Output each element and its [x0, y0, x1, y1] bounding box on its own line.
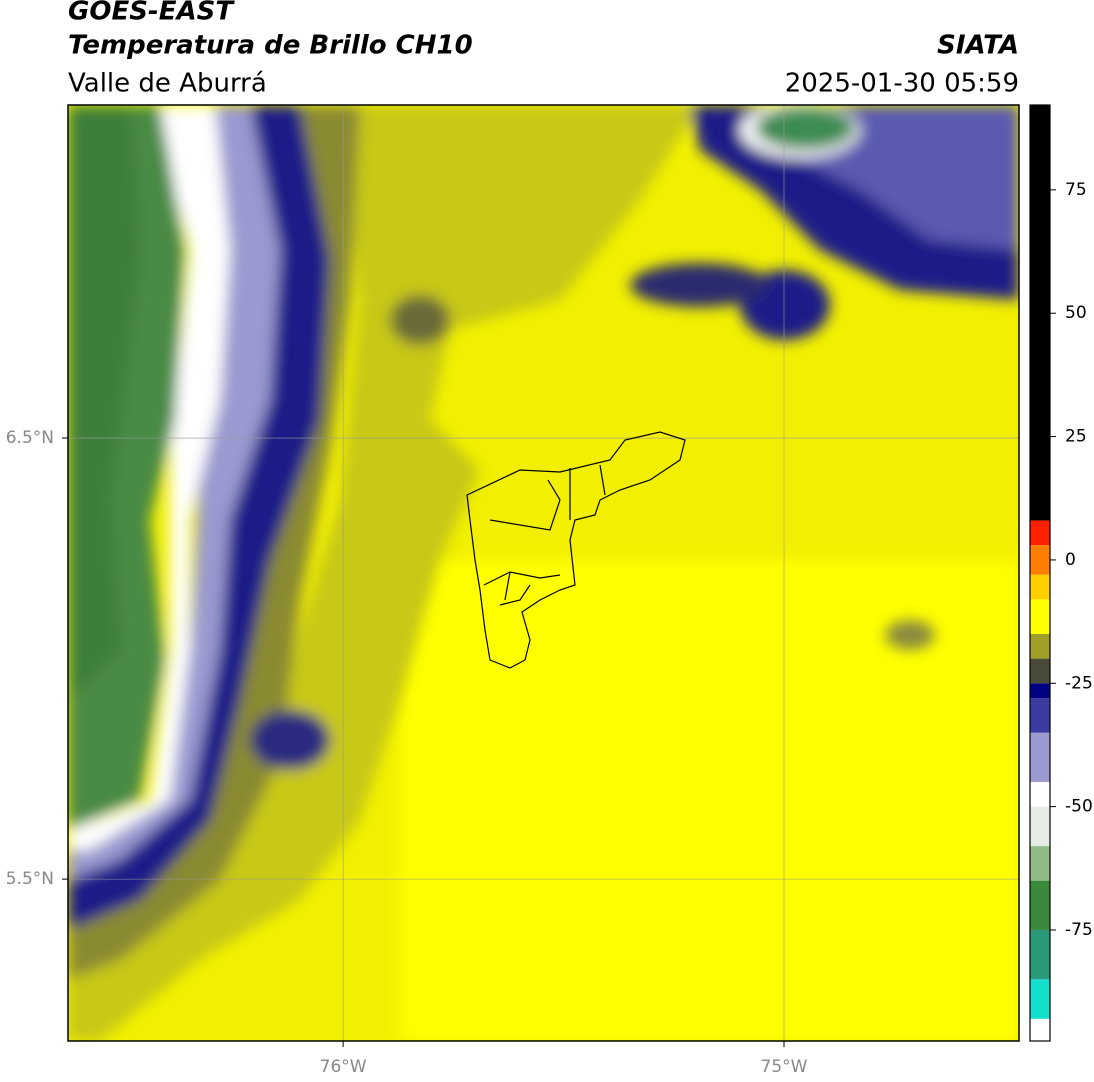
map-frame [67, 104, 1020, 1042]
subtitle: Temperatura de Brillo CH10 [68, 31, 473, 61]
colorbar-tick-label: 75 [1065, 180, 1087, 200]
colorbar-segment [1030, 1018, 1050, 1041]
colorbar-segment [1030, 574, 1050, 600]
x-tick-label: 75°W [761, 1057, 808, 1077]
colorbar-tick-label: 50 [1065, 303, 1087, 323]
x-tick-label: 76°W [320, 1057, 367, 1077]
colorbar-segment [1030, 979, 1050, 1019]
colorbar-frame [1029, 104, 1051, 1042]
colorbar-segment [1030, 105, 1050, 521]
colorbar-segment [1030, 880, 1050, 930]
timestamp: 2025-01-30 05:59 [785, 69, 1019, 99]
colorbar-tick-label: -25 [1065, 673, 1093, 693]
colorbar-tick-label: 0 [1065, 550, 1076, 570]
colorbar-segment [1030, 520, 1050, 546]
colorbar-segment [1030, 698, 1050, 733]
colorbar [1030, 105, 1056, 1041]
colorbar-segment [1030, 545, 1050, 575]
y-tick-label: 6.5°N [6, 428, 54, 448]
colorbar-segment [1030, 929, 1050, 980]
colorbar-tick-label: 25 [1065, 427, 1087, 447]
title: GOES-EAST [68, 0, 235, 27]
colorbar-tick-label: -50 [1065, 797, 1093, 817]
colorbar-segment [1030, 633, 1050, 659]
region: Valle de Aburrá [68, 69, 267, 99]
colorbar-segment [1030, 846, 1050, 881]
colorbar-tick-label: -75 [1065, 920, 1093, 940]
colorbar-segment [1030, 599, 1050, 634]
source: SIATA [937, 31, 1019, 61]
colorbar-segment [1030, 658, 1050, 684]
colorbar-segment [1030, 806, 1050, 847]
colorbar-segment [1030, 781, 1050, 807]
y-tick-label: 5.5°N [6, 869, 54, 889]
colorbar-segment [1030, 732, 1050, 782]
map-raster [68, 105, 1019, 1041]
colorbar-segment [1030, 683, 1050, 699]
valley-boundaries [466, 431, 686, 669]
graticule [62, 105, 1019, 1047]
